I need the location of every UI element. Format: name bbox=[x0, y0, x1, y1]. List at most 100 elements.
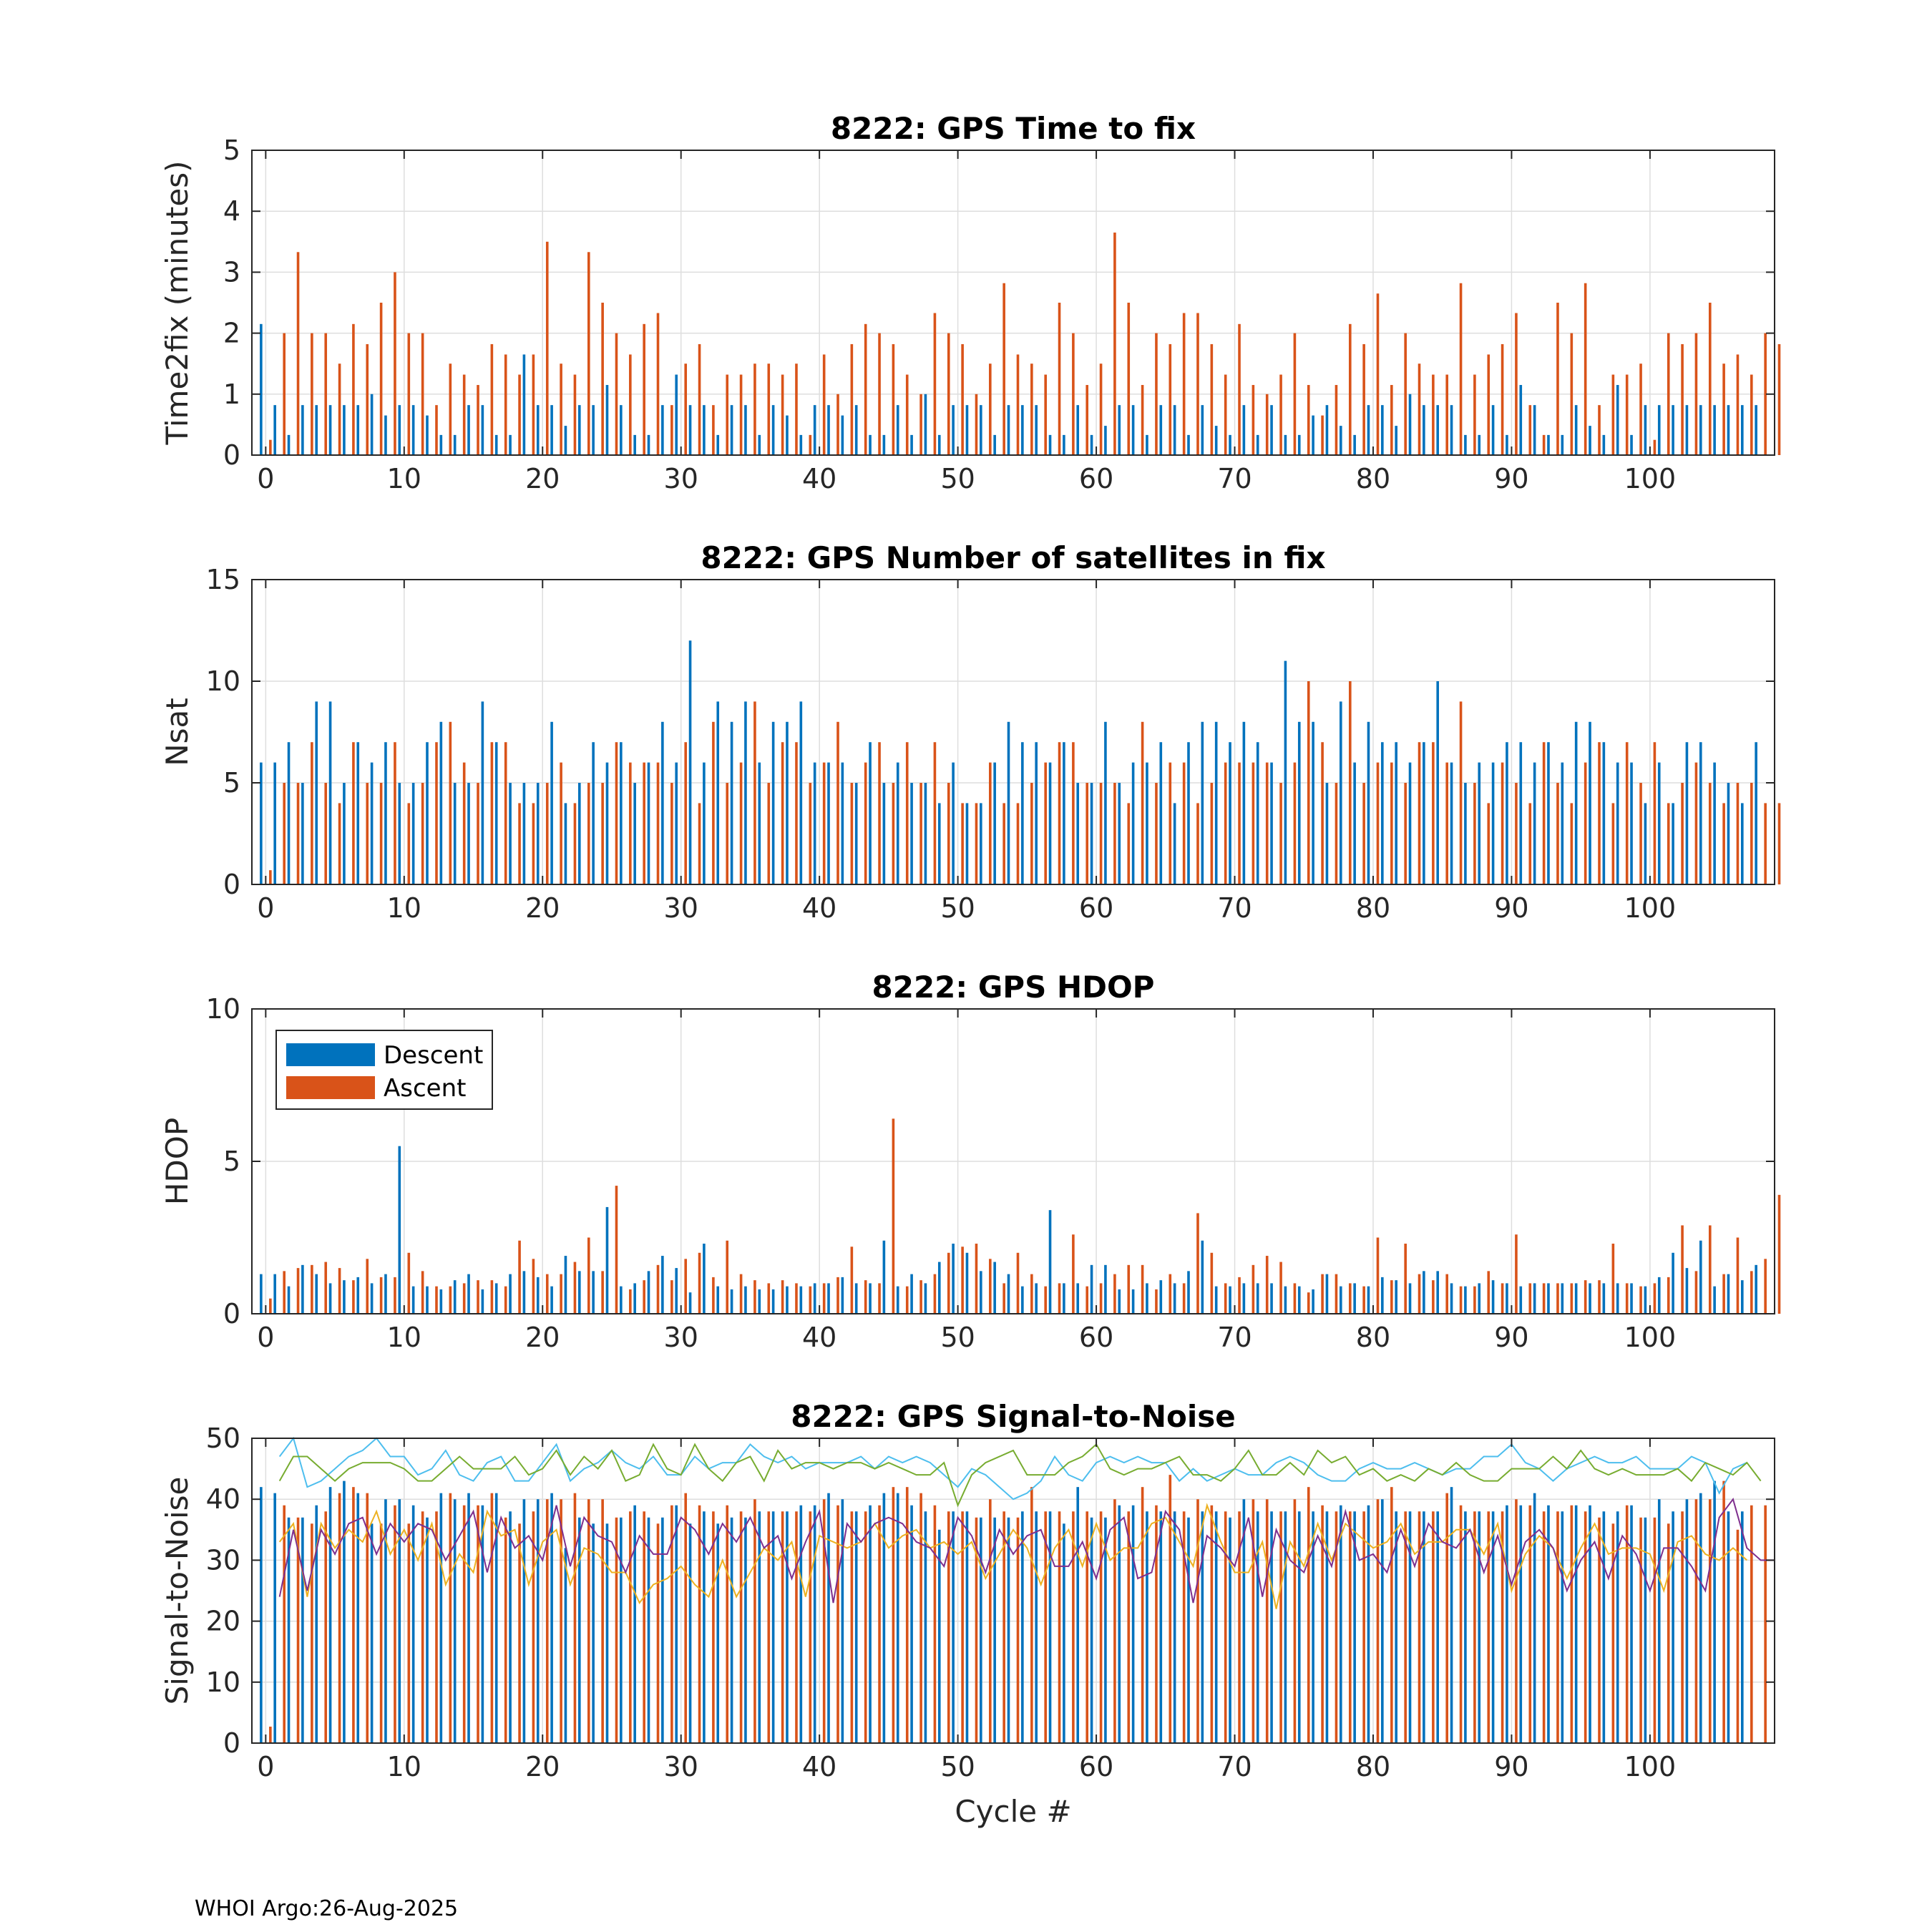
ascent-bar bbox=[311, 1264, 313, 1314]
ascent-bar bbox=[477, 783, 479, 884]
ascent-bar bbox=[1459, 1505, 1463, 1743]
ascent-bar bbox=[809, 1511, 812, 1743]
descent-bar bbox=[426, 1286, 429, 1314]
descent-bar bbox=[1727, 1511, 1730, 1743]
descent-bar bbox=[260, 762, 263, 884]
descent-bar bbox=[1519, 385, 1523, 455]
descent-bar bbox=[744, 1517, 747, 1743]
ascent-bar bbox=[615, 1186, 618, 1314]
ascent-bar bbox=[836, 1505, 839, 1743]
ascent-bar bbox=[1639, 783, 1642, 884]
ascent-bar bbox=[684, 742, 688, 884]
descent-bar bbox=[494, 1283, 498, 1314]
descent-bar bbox=[1312, 1511, 1314, 1743]
ascent-bar bbox=[1694, 762, 1698, 884]
descent-bar bbox=[467, 783, 470, 884]
ascent-bar bbox=[1653, 1283, 1657, 1314]
descent-bar bbox=[1159, 1511, 1163, 1743]
descent-bar bbox=[716, 701, 720, 884]
descent-bar bbox=[411, 783, 415, 884]
descent-bar bbox=[937, 434, 941, 455]
ascent-bar bbox=[1722, 803, 1725, 884]
ascent-bar bbox=[1487, 803, 1491, 884]
ascent-bar bbox=[379, 1523, 383, 1743]
y-tick-label: 10 bbox=[206, 1667, 240, 1698]
ascent-bar bbox=[1348, 323, 1352, 455]
ascent-bar bbox=[1099, 364, 1103, 455]
axes-box bbox=[251, 150, 1775, 456]
descent-bar bbox=[1464, 1286, 1467, 1314]
y-tick-label: 15 bbox=[206, 564, 240, 595]
ascent-bar bbox=[601, 303, 604, 455]
descent-bar bbox=[301, 405, 304, 455]
ascent-bar bbox=[629, 354, 632, 455]
descent-bar bbox=[453, 1280, 457, 1314]
descent-bar bbox=[1741, 803, 1744, 884]
ascent-bar bbox=[684, 1259, 688, 1314]
descent-bar bbox=[1256, 434, 1259, 455]
descent-bar bbox=[301, 783, 304, 884]
descent-bar bbox=[1727, 1274, 1730, 1314]
ascent-bar bbox=[1556, 783, 1559, 884]
descent-bar bbox=[1491, 762, 1495, 884]
x-tick-label: 50 bbox=[940, 463, 975, 494]
ascent-bar bbox=[435, 405, 438, 455]
descent-bar bbox=[1491, 1511, 1495, 1743]
ascent-bar bbox=[1155, 783, 1158, 884]
x-tick-label: 10 bbox=[387, 892, 421, 924]
descent-bar bbox=[1657, 762, 1661, 884]
descent-bar bbox=[1353, 1511, 1356, 1743]
ascent-bar bbox=[1293, 762, 1297, 884]
descent-bar bbox=[758, 434, 761, 455]
ascent-bar bbox=[1625, 374, 1629, 455]
descent-bar bbox=[1159, 742, 1163, 884]
descent-bar bbox=[688, 405, 692, 455]
descent-bar bbox=[1297, 434, 1301, 455]
descent-bar bbox=[688, 1523, 692, 1743]
descent-bar bbox=[1339, 701, 1342, 884]
y-tick-label: 20 bbox=[206, 1606, 240, 1637]
ascent-bar bbox=[878, 1283, 881, 1314]
ascent-bar bbox=[1542, 1283, 1546, 1314]
ascent-bar bbox=[1293, 1283, 1297, 1314]
ascent-bar bbox=[781, 742, 784, 884]
ascent-bar bbox=[1169, 1274, 1172, 1314]
ascent-bar bbox=[1487, 354, 1491, 455]
ascent-bar bbox=[1681, 1511, 1684, 1743]
ascent-bar bbox=[712, 721, 715, 884]
descent-bar bbox=[509, 783, 512, 884]
descent-bar bbox=[1270, 762, 1273, 884]
descent-bar bbox=[786, 415, 789, 455]
y-tick-label: 5 bbox=[223, 767, 240, 799]
ascent-bar bbox=[1639, 1517, 1642, 1743]
x-tick-label: 30 bbox=[664, 892, 698, 924]
ascent-bar bbox=[1390, 1487, 1393, 1743]
descent-bar bbox=[315, 1274, 318, 1314]
descent-bar bbox=[771, 1511, 775, 1743]
ascent-bar bbox=[1362, 1286, 1365, 1314]
ascent-bar bbox=[296, 1268, 300, 1314]
descent-bar bbox=[854, 1283, 858, 1314]
ascent-bar bbox=[560, 1274, 562, 1314]
x-tick-label: 100 bbox=[1624, 463, 1677, 494]
ascent-bar bbox=[629, 1289, 632, 1314]
descent-bar bbox=[1297, 1286, 1301, 1314]
x-tick-label: 40 bbox=[802, 463, 836, 494]
ascent-bar bbox=[1058, 742, 1061, 884]
ascent-bar bbox=[1113, 233, 1116, 455]
ascent-bar bbox=[1598, 1280, 1601, 1314]
x-tick-label: 40 bbox=[802, 1322, 836, 1353]
descent-bar bbox=[1131, 1505, 1135, 1743]
ascent-bar bbox=[1764, 1505, 1767, 1743]
descent-bar bbox=[896, 1286, 899, 1314]
ascent-bar bbox=[1348, 1511, 1352, 1743]
x-tick-label: 70 bbox=[1217, 1322, 1252, 1353]
ascent-bar bbox=[1196, 803, 1199, 884]
ascent-bar bbox=[1141, 385, 1144, 455]
descent-bar bbox=[1602, 742, 1606, 884]
ascent-bar bbox=[1182, 1511, 1186, 1743]
ascent-bar bbox=[892, 783, 895, 884]
ascent-bar bbox=[975, 394, 978, 455]
ascent-bar bbox=[490, 742, 494, 884]
descent-bar bbox=[1242, 405, 1246, 455]
